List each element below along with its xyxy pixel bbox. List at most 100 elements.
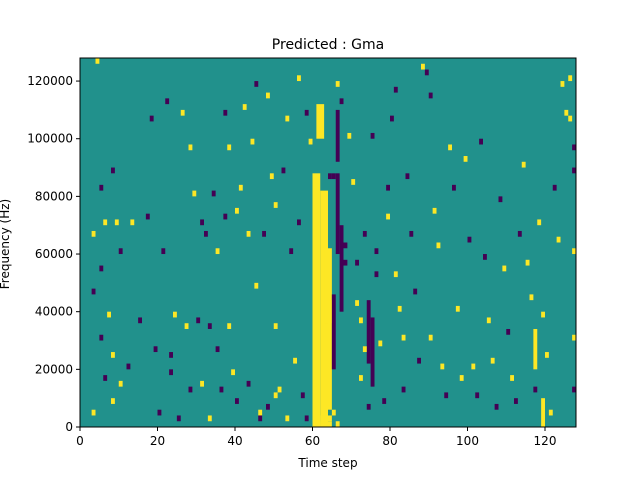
heatmap-cell <box>138 317 142 324</box>
heatmap-cell <box>308 138 313 145</box>
heatmap-band <box>324 248 332 324</box>
heatmap-cell <box>517 230 522 237</box>
heatmap-cell <box>126 363 131 370</box>
heatmap-cell <box>362 230 367 237</box>
heatmap-cell <box>494 403 499 410</box>
heatmap-cell <box>572 167 576 174</box>
heatmap-cell <box>250 138 255 145</box>
heatmap-cell <box>188 386 193 393</box>
heatmap-cell <box>320 415 325 422</box>
heatmap-cell <box>176 415 181 422</box>
heatmap-cell <box>223 109 228 116</box>
heatmap-cell <box>378 340 383 347</box>
heatmap-cell <box>324 421 328 427</box>
heatmap-cell <box>541 311 545 318</box>
heatmap-cell <box>173 311 177 318</box>
heatmap-cell <box>432 207 437 214</box>
heatmap-cell <box>262 230 266 237</box>
heatmap-cell <box>269 173 274 180</box>
heatmap-cell <box>428 92 433 99</box>
heatmap-cell <box>339 98 344 105</box>
heatmap-cell <box>409 230 414 237</box>
heatmap-cell <box>328 173 332 180</box>
heatmap-cell <box>235 398 239 404</box>
heatmap-cell <box>428 334 433 341</box>
heatmap-cell <box>343 259 348 266</box>
heatmap-cell <box>254 81 259 87</box>
heatmap-cell <box>157 409 162 416</box>
x-tick-label: 100 <box>456 434 479 448</box>
heatmap-cell <box>355 300 359 306</box>
heatmap-cell <box>424 69 429 76</box>
heatmap-cell <box>235 207 239 214</box>
heatmap-cell <box>114 219 119 226</box>
heatmap-cell <box>227 144 232 151</box>
heatmap-cell <box>207 415 212 422</box>
heatmap-cell <box>254 282 259 289</box>
heatmap-cell <box>463 156 468 162</box>
heatmap-band <box>533 328 538 370</box>
heatmap-cell <box>514 398 518 404</box>
heatmap-cell <box>529 294 534 301</box>
heatmap-cell <box>118 380 123 387</box>
heatmap-cell <box>374 271 379 278</box>
heatmap-cell <box>548 409 553 416</box>
heatmap-cell <box>223 213 228 220</box>
chart-title: Predicted : Gma <box>272 37 384 53</box>
heatmap-cell <box>300 392 305 399</box>
y-tick-label: 20000 <box>35 362 73 376</box>
heatmap-cell <box>200 219 204 226</box>
heatmap-cell <box>421 63 425 70</box>
heatmap-band <box>312 173 321 427</box>
heatmap-cell <box>273 392 278 399</box>
heatmap-cell <box>95 58 100 64</box>
heatmap-band <box>339 225 344 312</box>
heatmap-cell <box>211 190 216 197</box>
heatmap-cell <box>297 75 301 82</box>
heatmap-band <box>370 317 375 387</box>
heatmap-cell <box>111 352 115 358</box>
y-tick-label: 120000 <box>27 74 73 88</box>
heatmap-band <box>328 300 332 410</box>
heatmap-cell <box>266 92 270 99</box>
heatmap-cell <box>277 386 282 393</box>
heatmap-cell <box>467 236 472 243</box>
heatmap-cell <box>568 115 573 122</box>
heatmap-band <box>316 104 325 139</box>
heatmap-band <box>366 300 371 364</box>
x-tick-label: 120 <box>534 434 557 448</box>
heatmap-cell <box>207 323 212 329</box>
heatmap-cell <box>537 219 542 226</box>
heatmap-cell <box>401 334 406 341</box>
heatmap-cell <box>130 219 135 226</box>
heatmap-cell <box>227 323 232 329</box>
heatmap-cell <box>153 346 158 353</box>
heatmap-cell <box>215 346 220 353</box>
heatmap-cell <box>510 375 514 381</box>
heatmap-cell <box>533 386 538 393</box>
heatmap-cell <box>502 265 507 272</box>
heatmap-cell <box>366 403 371 410</box>
heatmap-cell <box>184 323 189 329</box>
heatmap-cell <box>459 375 464 381</box>
heatmap-cell <box>448 144 452 151</box>
plot-area <box>79 57 577 428</box>
heatmap-cell <box>393 271 398 278</box>
heatmap-cell <box>204 230 208 237</box>
heatmap-cell <box>382 398 387 404</box>
heatmap-cell <box>324 415 328 422</box>
heatmap-cell <box>355 259 359 266</box>
heatmap-cell <box>572 386 576 393</box>
heatmap-cell <box>111 167 115 174</box>
heatmap-cell <box>413 288 418 295</box>
y-tick-label: 0 <box>65 420 73 434</box>
heatmap-cell <box>200 380 204 387</box>
heatmap-cell <box>331 173 336 180</box>
heatmap-band <box>331 294 336 370</box>
heatmap-cell <box>258 409 263 416</box>
heatmap-cell <box>118 248 123 255</box>
heatmap-cell <box>238 184 243 191</box>
heatmap-cell <box>479 138 483 145</box>
heatmap-cell <box>335 421 340 427</box>
heatmap-cell <box>490 357 495 364</box>
